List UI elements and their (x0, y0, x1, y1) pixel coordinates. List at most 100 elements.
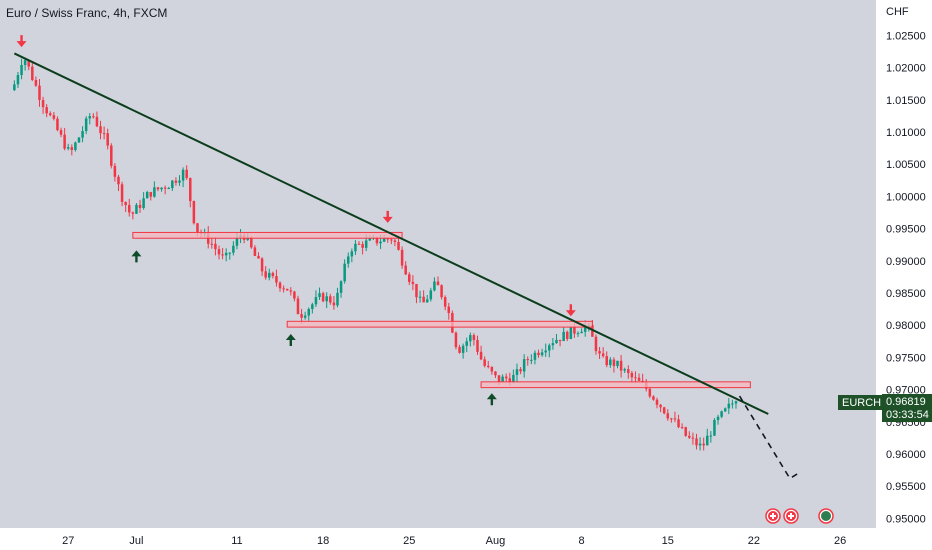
price-tag-countdown: 03:33:54 (886, 409, 929, 421)
candle-body (731, 403, 734, 405)
candle-body (196, 223, 199, 233)
up-arrow-icon (285, 334, 296, 347)
candle-body (174, 180, 178, 183)
candle-body (551, 343, 555, 346)
candle-body (706, 435, 709, 446)
candle-body (110, 145, 113, 166)
candle-body (494, 371, 497, 376)
candle-body (106, 133, 109, 146)
price-tag[interactable]: EURCHF 0.96819 03:33:54 (838, 394, 932, 422)
candle-body (364, 240, 368, 248)
candle-body (723, 408, 727, 412)
candle-body (321, 293, 325, 302)
candle-body (698, 443, 702, 446)
candle-body (680, 427, 684, 429)
candle-body (181, 169, 185, 181)
candle-body (397, 241, 400, 250)
candle-body (702, 443, 705, 446)
candle-body (31, 66, 34, 80)
projection-path[interactable] (738, 395, 802, 480)
down-arrow-icon (16, 35, 27, 48)
time-tick-label: 11 (231, 535, 242, 547)
price-tick-label: 0.98500 (886, 288, 926, 300)
candle-body (20, 64, 23, 76)
candle-body (727, 403, 731, 409)
candle-body (27, 60, 30, 67)
candle-body (533, 352, 537, 360)
candle-body (382, 238, 386, 242)
candle-body (325, 296, 328, 302)
candle-body (102, 133, 106, 135)
candle-body (13, 84, 16, 91)
trendline-layer (13, 52, 802, 480)
price-tag-box (882, 394, 932, 422)
time-tick-label: 8 (579, 535, 585, 547)
candle-body (487, 365, 490, 367)
candle-body (458, 347, 461, 353)
candle-body (92, 116, 95, 118)
candle-body (41, 99, 45, 108)
sr-zone[interactable] (132, 231, 403, 239)
candle-body (307, 309, 311, 316)
candle-body (142, 198, 145, 208)
candle-body (192, 201, 196, 224)
price-tick-label: 1.02000 (886, 63, 926, 75)
candle-body (713, 419, 716, 436)
candle-body (652, 396, 655, 400)
swiss-flag-icon[interactable] (765, 508, 781, 524)
candle-body (99, 126, 102, 134)
candle-body (278, 282, 282, 289)
candle-body (34, 79, 38, 86)
candle-body (250, 237, 253, 248)
candle-body (490, 366, 494, 372)
candle-body (56, 118, 59, 131)
candle-body (88, 116, 92, 119)
time-tick-label: 26 (834, 535, 846, 547)
candle-body (619, 360, 623, 371)
candle-body (228, 252, 232, 254)
descending-trendline[interactable] (13, 52, 769, 415)
candle-body (454, 332, 458, 348)
candle-body (659, 404, 662, 408)
sr-zone[interactable] (480, 381, 751, 389)
candle-body (268, 272, 271, 278)
candle-body (275, 276, 278, 283)
time-tick-label: 15 (662, 535, 674, 547)
price-axis[interactable]: 1.02500 1.02000 1.01500 1.01000 1.00500 1.000… (886, 30, 926, 525)
candle-body (332, 302, 336, 306)
candle-body (113, 165, 117, 177)
candle-body (296, 298, 300, 315)
candle-body (63, 134, 66, 149)
candle-body (138, 204, 142, 208)
candle-body (224, 252, 228, 256)
candle-body (562, 331, 565, 342)
time-tick-label: 27 (62, 535, 74, 547)
candle-body (311, 304, 314, 310)
candle-body (145, 192, 149, 199)
candle-body (530, 359, 533, 361)
event-flags[interactable] (765, 508, 834, 524)
candle-body (314, 297, 318, 305)
price-tick-label: 0.99000 (886, 256, 926, 268)
candle-body (580, 331, 583, 334)
event-dot-icon[interactable] (818, 508, 834, 524)
candle-body (691, 437, 695, 439)
symbol-title[interactable]: Euro / Swiss Franc, 4h, FXCM (6, 6, 167, 20)
time-axis[interactable]: 27 Jul 11 18 25 Aug 8 15 22 26 (62, 535, 846, 547)
candle-body (336, 292, 339, 306)
candle-body (45, 107, 48, 114)
candle-body (634, 377, 637, 379)
price-tick-label: 0.96000 (886, 449, 926, 461)
candle-body (293, 291, 296, 299)
candle-body (540, 352, 544, 356)
swiss-flag-icon[interactable] (783, 508, 799, 524)
candle-body (655, 399, 659, 405)
candle-body (81, 131, 84, 138)
candle-body (289, 290, 293, 292)
price-tick-label: 0.95500 (886, 481, 926, 493)
candle-body (443, 297, 447, 307)
sr-zone[interactable] (286, 320, 593, 328)
price-tick-label: 1.00000 (886, 191, 926, 203)
